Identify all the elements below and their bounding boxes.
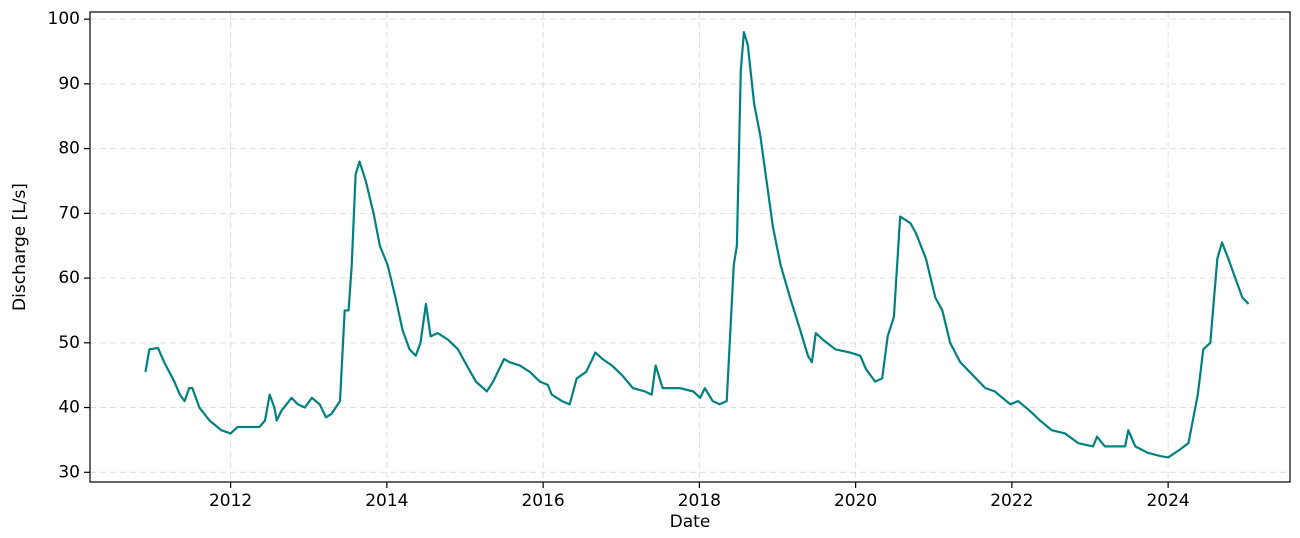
y-tick-label: 100 xyxy=(48,9,80,29)
y-tick-label: 40 xyxy=(58,398,80,418)
y-tick-label: 90 xyxy=(58,74,80,94)
y-tick-label: 80 xyxy=(58,139,80,159)
x-tick-label: 2014 xyxy=(365,491,408,511)
x-tick-label: 2018 xyxy=(678,491,721,511)
x-axis-label: Date xyxy=(670,512,711,532)
x-tick-label: 2022 xyxy=(990,491,1033,511)
y-axis-label: Discharge [L/s] xyxy=(10,183,30,311)
x-tick-label: 2020 xyxy=(834,491,877,511)
y-tick-label: 60 xyxy=(58,268,80,288)
y-tick-label: 30 xyxy=(58,462,80,482)
x-tick-label: 2012 xyxy=(209,491,252,511)
x-tick-label: 2024 xyxy=(1146,491,1189,511)
y-tick-label: 50 xyxy=(58,333,80,353)
plot-frame xyxy=(89,11,1291,483)
data-line xyxy=(144,30,1250,459)
y-tick-label: 70 xyxy=(58,203,80,223)
x-tick-label: 2016 xyxy=(521,491,564,511)
